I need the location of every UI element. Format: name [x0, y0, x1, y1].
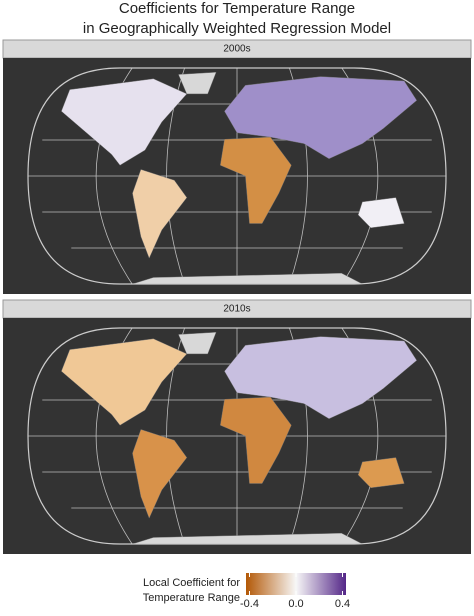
landmass — [224, 76, 417, 159]
title-line: Coefficients for Temperature Range — [119, 0, 355, 17]
panel-label: 2010s — [223, 304, 250, 315]
landmass — [178, 332, 217, 355]
map-outline — [27, 67, 447, 285]
landmass — [61, 78, 188, 166]
landmass — [220, 396, 292, 484]
landmass — [178, 72, 217, 95]
title-line: in Geographically Weighted Regression Mo… — [83, 20, 391, 37]
map-outline — [27, 327, 447, 545]
landmass — [357, 457, 405, 489]
landmass — [132, 169, 188, 259]
panel-label: 2000s — [223, 44, 250, 55]
legend-title: Temperature Range — [143, 592, 240, 604]
landmass — [61, 338, 188, 426]
legend-tick-label: 0.4 — [335, 598, 350, 610]
legend-title: Local Coefficient for — [143, 577, 240, 589]
legend-tick-label: -0.4 — [240, 598, 259, 610]
landmass — [357, 197, 405, 229]
legend-tick-label: 0.0 — [288, 598, 303, 610]
landmass — [220, 136, 292, 224]
landmass — [132, 429, 188, 519]
landmass — [224, 336, 417, 419]
colorbar — [246, 573, 346, 595]
panel: 2010s — [2, 299, 472, 554]
panel: 2000s — [2, 39, 472, 294]
